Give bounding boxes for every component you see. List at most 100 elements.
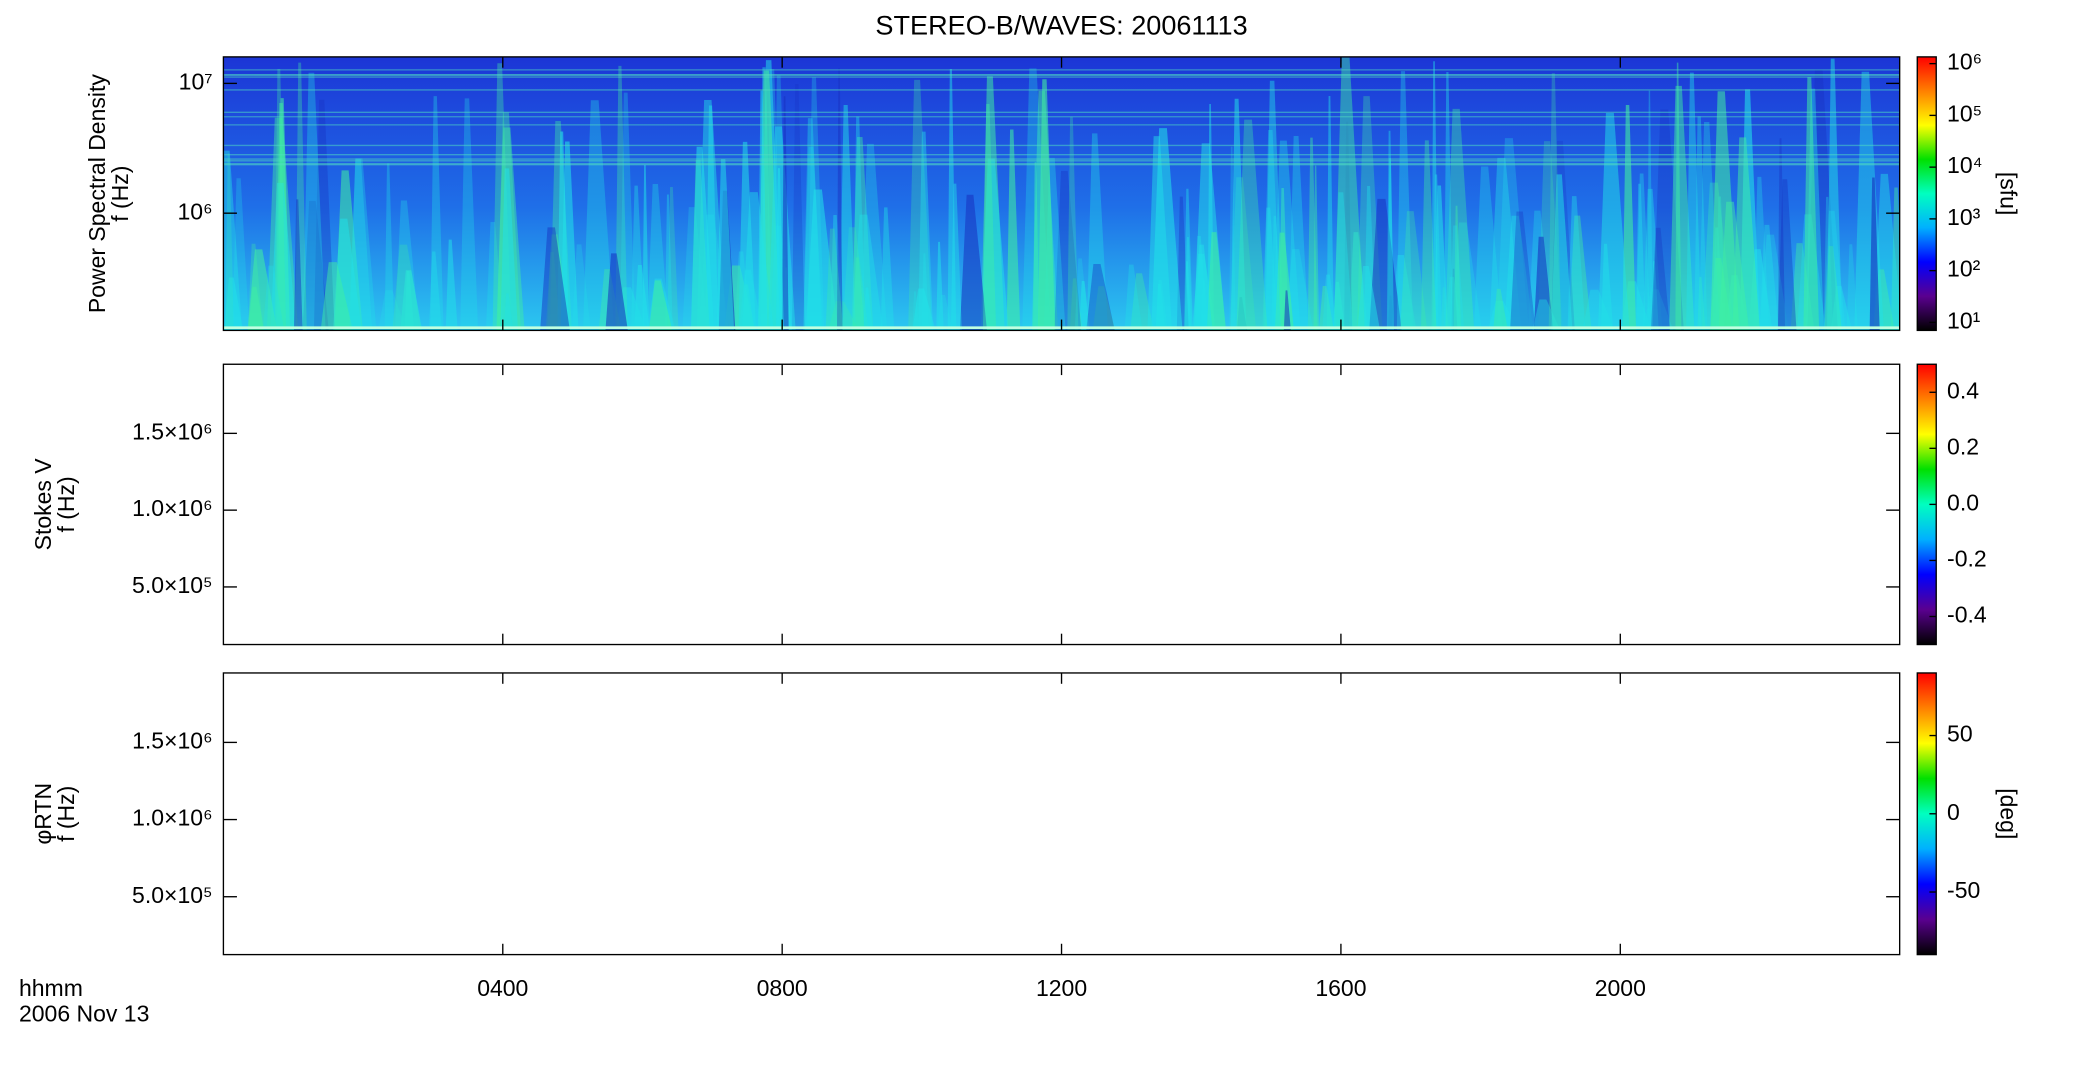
plot-frame (222, 672, 1901, 956)
spectrogram-streak (1332, 281, 1346, 331)
spectrogram-streak (667, 186, 679, 331)
colorbar-label: [sfu] (1996, 172, 2022, 215)
spectrogram-streak (1823, 196, 1833, 331)
x-tick-label: 1200 (1036, 975, 1087, 1001)
spectrogram-streak (1432, 174, 1442, 331)
spectrogram-streak (225, 153, 234, 331)
colorbar-tick-label: 10⁵ (1947, 100, 1982, 126)
colorbar-label: [deg] (1996, 788, 2022, 839)
y-tick-label: 1.5×10⁶ (132, 727, 212, 753)
spectrogram-streak (1369, 198, 1402, 331)
spectrogram-streak (863, 287, 874, 331)
spectrogram-streak (1869, 177, 1880, 331)
x-tick-label: 0400 (477, 975, 528, 1001)
spectrogram-streak (302, 72, 326, 331)
spectrogram-streak (880, 207, 895, 331)
spectrogram-streak (836, 68, 843, 331)
spectrogram-streak (1074, 258, 1090, 331)
spectrogram-streak (1092, 286, 1116, 331)
spectrogram-streak (540, 227, 570, 331)
spectrogram-streak (378, 290, 407, 331)
spectrogram-streak (224, 277, 244, 331)
plot-frame (222, 363, 1901, 646)
spectrogram-streak (1642, 188, 1663, 331)
spectrogram-streak (293, 199, 303, 331)
spectrogram-streak (1846, 244, 1858, 331)
y-tick-label: 1.0×10⁶ (132, 805, 212, 831)
spectrogram-streak (738, 141, 756, 331)
spectrogram-streak (852, 257, 865, 331)
colorbar-tick-label: 10¹ (1947, 307, 1981, 333)
spectrogram-streak (1444, 72, 1453, 331)
spectrogram-streak (825, 228, 844, 331)
y-tick-label: 5.0×10⁵ (132, 882, 213, 908)
colorbar-tick-label: 0 (1947, 799, 1960, 825)
spectrogram-streak (384, 163, 395, 331)
colorbar (1916, 56, 1937, 332)
spectrogram-streak (1732, 137, 1760, 331)
spectrogram-streak (1686, 72, 1702, 331)
spectrogram-streak (392, 244, 422, 331)
spectrogram-streak (1313, 165, 1320, 331)
spectrogram-streak (807, 77, 825, 331)
spectrogram-streak (1067, 116, 1079, 331)
y-tick-label: 10⁷ (179, 68, 213, 94)
spectrogram-streak (605, 253, 628, 331)
spectrogram-streak (1386, 130, 1395, 331)
spectrogram-streak (1288, 135, 1309, 331)
spectrogram-streak (1184, 188, 1193, 331)
spectrogram-streak (1206, 232, 1227, 331)
spectrogram-streak (1548, 73, 1562, 331)
spectrogram-streak (1274, 232, 1294, 331)
spectrogram-streak (1453, 205, 1461, 331)
spectrogram-streak (1069, 278, 1083, 331)
spectrogram-streak (1333, 192, 1353, 331)
spectrogram-streak (1283, 290, 1291, 331)
spectrogram-streak (295, 62, 307, 331)
spectrogram-streak (1262, 207, 1278, 331)
spectrogram-streak (1006, 129, 1021, 331)
spectrogram-streak (445, 239, 458, 331)
spectrogram-streak (1489, 157, 1522, 331)
spectrogram (223, 56, 1900, 331)
spectrogram-streak (1827, 58, 1843, 331)
spectrogram-streak (1194, 244, 1213, 331)
spectrogram-streak (547, 252, 560, 331)
spectrogram-streak (400, 270, 423, 331)
spectrogram-streak (716, 159, 735, 331)
spectrogram-streak (619, 92, 636, 331)
spectrogram-streak (912, 288, 936, 331)
spectrogram-streak (1710, 91, 1740, 331)
y-axis-label: f (Hz) (53, 786, 79, 842)
spectrogram-streak (768, 126, 796, 331)
spectrogram-streak (1675, 62, 1682, 331)
x-tick-label: 2000 (1595, 975, 1646, 1001)
spectrogram-streak (1647, 90, 1653, 331)
spectrogram-streak (947, 69, 957, 331)
spectrogram-streak (805, 189, 839, 331)
spectrogram-streak (1487, 301, 1519, 331)
spectrogram-streak (1890, 187, 1900, 331)
spectrogram-streak (1567, 196, 1586, 331)
spectrogram-streak (1086, 263, 1115, 331)
spectrogram-streak (631, 185, 645, 331)
spectrogram-streak (302, 200, 329, 331)
spectrogram-streak (1551, 174, 1573, 331)
spectrogram-streak (1357, 265, 1381, 331)
spectrogram-streak (853, 116, 866, 331)
spectrogram-streak (642, 164, 649, 331)
spectrogram-streak (649, 280, 673, 331)
spectrogram-streak (262, 265, 285, 331)
spectrogram-streak (1777, 138, 1786, 331)
spectrogram-streak (1263, 130, 1282, 331)
colorbar-tick-label: -0.2 (1947, 546, 1987, 572)
y-tick-label: 1.5×10⁶ (132, 418, 212, 444)
spectrogram-streak (1533, 236, 1554, 331)
spectrogram-streak (1124, 264, 1143, 331)
colorbar-tick-label: 10⁶ (1947, 49, 1982, 75)
colorbar-tick-label: -0.4 (1947, 602, 1987, 628)
spectrogram-streak (1344, 121, 1353, 331)
spectrogram-streak (1184, 261, 1192, 331)
spectrogram-streak (690, 146, 715, 331)
